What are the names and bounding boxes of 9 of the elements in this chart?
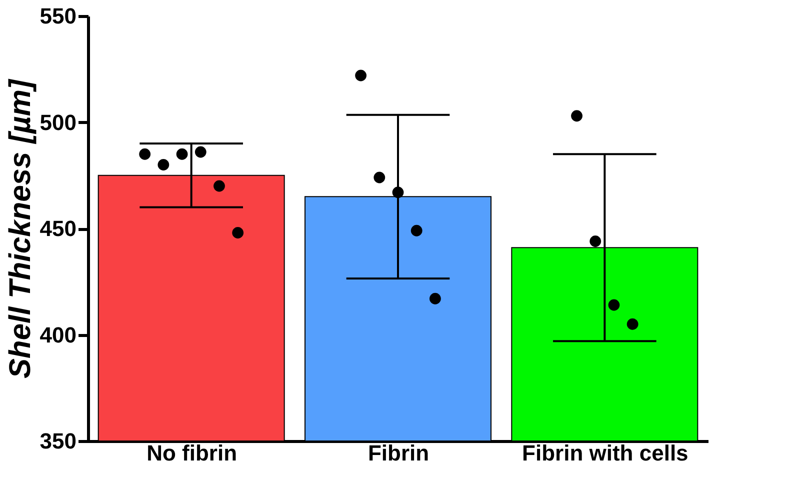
- x-tick-label: Fibrin with cells: [522, 440, 688, 466]
- x-tick-label: Fibrin: [368, 440, 430, 466]
- y-axis-title: Shell Thickness [µm]: [4, 78, 37, 379]
- y-tick-label: 500: [40, 110, 76, 135]
- y-tick-label: 450: [40, 216, 76, 241]
- y-tick-label: 550: [40, 4, 76, 28]
- x-tick-label: No fibrin: [146, 440, 238, 466]
- y-tick-label: 350: [40, 428, 76, 454]
- y-tick-label: 400: [40, 322, 76, 348]
